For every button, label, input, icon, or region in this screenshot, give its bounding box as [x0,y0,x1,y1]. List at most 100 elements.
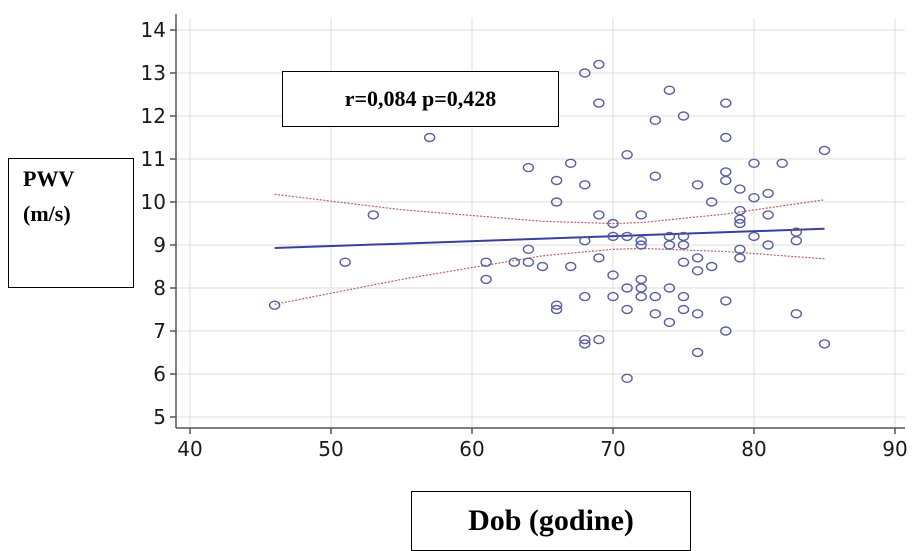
x-tick-label: 50 [318,437,343,461]
confidence-upper [274,193,825,225]
data-point [593,253,605,263]
data-point [565,261,577,272]
data-point [367,210,379,220]
data-point [790,309,802,319]
data-point [720,175,732,186]
data-point [508,257,520,267]
data-point [748,158,760,169]
data-point [677,291,690,302]
data-point [579,334,591,345]
regression-line [274,227,825,250]
data-point [339,257,351,267]
data-point [550,197,563,207]
data-point [720,132,732,143]
y-tick-label: 13 [141,61,166,85]
data-point [691,253,704,263]
data-point [480,257,492,267]
data-point [691,266,704,276]
data-point [677,111,690,121]
data-point [550,304,563,315]
x-tick-label: 80 [741,437,766,461]
data-point [691,180,704,190]
data-point [635,274,647,285]
data-point [522,162,535,173]
data-point [706,197,718,207]
data-point [748,192,760,203]
data-point [579,291,591,302]
y-tick-label: 14 [141,18,166,42]
data-point [635,291,647,302]
data-point [536,261,549,272]
x-tick-label: 70 [600,437,625,461]
y-tick-label: 8 [153,276,166,300]
data-point [593,98,605,108]
y-tick-label: 10 [141,190,166,214]
data-point [593,210,605,220]
data-point [621,373,633,383]
data-point [691,309,704,319]
data-point [720,167,732,177]
y-tick-label: 7 [153,319,166,343]
data-point [748,231,760,242]
x-axis-label: Dob (godine) [411,491,691,551]
data-point [649,171,661,181]
data-point [635,210,647,220]
data-point [635,235,647,246]
data-point [762,210,774,220]
data-point [762,188,774,199]
data-point [607,291,619,302]
data-point [649,291,661,302]
y-tick-label: 11 [141,147,166,171]
y-axis-label-line1: PWV [23,166,75,191]
data-point [607,231,619,242]
data-point [663,317,676,328]
data-point [691,347,704,358]
data-point [593,59,605,70]
data-point [677,240,690,250]
data-point [720,296,732,306]
data-point [424,132,436,143]
data-point [734,218,746,229]
data-point [522,244,535,255]
axes: 5 6 7 8 9 10 11 12 13 14 40 50 60 70 80 90 [141,14,908,461]
data-point [621,283,633,293]
data-point [677,257,690,267]
y-axis-label-line2: (m/s) [23,201,71,227]
data-point [776,158,788,169]
data-point [663,85,676,95]
x-tick-label: 60 [459,437,484,461]
data-point [663,283,676,293]
data-point [649,115,661,126]
stats-annotation: r=0,084 p=0,428 [282,71,559,127]
data-point [579,68,591,78]
data-point [720,98,732,108]
data-point [565,158,577,169]
data-point [579,339,591,349]
confidence-lower [274,247,825,305]
x-tick-label: 90 [882,437,907,461]
regression-line-path [274,227,825,250]
data-point [621,304,633,315]
data-point [607,270,619,280]
data-point [734,214,746,224]
data-point [550,175,563,186]
data-point [593,334,605,345]
data-point [522,257,535,267]
x-axis-label-text: Dob (godine) [468,504,634,537]
data-point [762,240,774,250]
data-point [663,240,676,250]
data-point [579,180,591,190]
data-point [621,149,633,160]
y-axis-label: PWV (m/s) [8,158,134,288]
y-tick-label: 9 [153,233,166,257]
data-point [480,274,492,285]
data-point [818,339,831,349]
data-point [734,253,746,263]
x-tick-label: 40 [177,437,202,461]
confidence-band [274,193,825,305]
data-point [706,261,718,272]
data-point [550,300,563,310]
stats-annotation-text: r=0,084 p=0,428 [344,86,497,111]
y-tick-label: 5 [153,405,166,429]
data-point [268,300,281,310]
